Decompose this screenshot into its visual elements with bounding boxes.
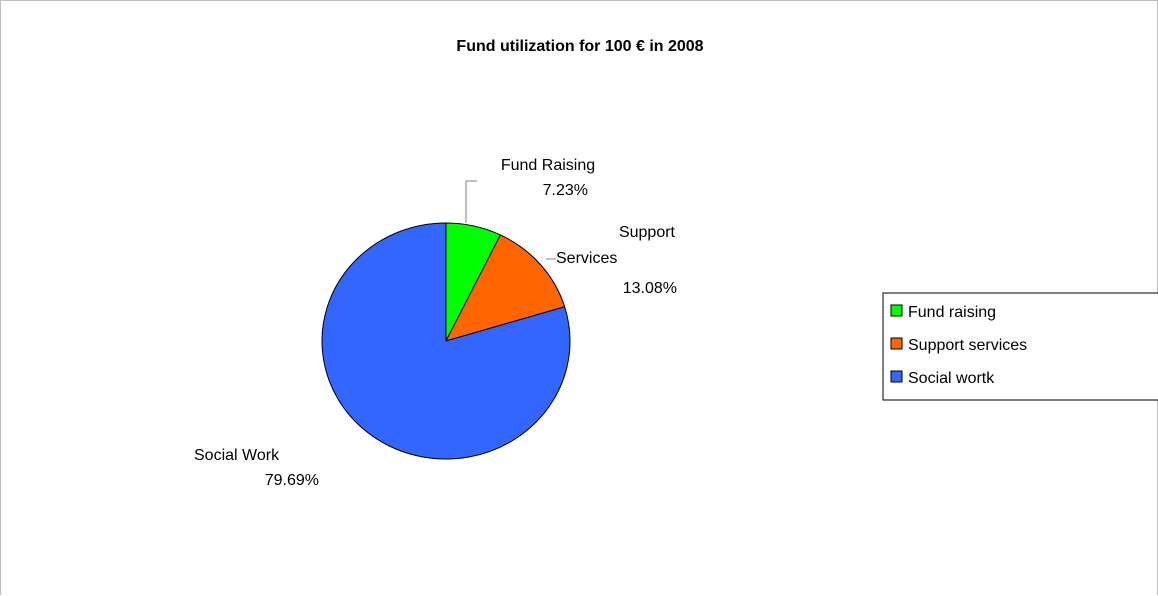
legend: Fund raising Support services Social wor… [882,292,1158,401]
slice-label-social-work-value: 79.69% [265,472,319,489]
legend-label-support-services: Support services [908,337,1027,354]
legend-label-social-work: Social wortk [908,370,995,387]
slice-label-social-work-name: Social Work [194,447,280,464]
legend-label-fund-raising: Fund raising [908,304,996,321]
pie-slice-support-services [445,234,566,342]
slice-label-services-name: Services [556,250,617,267]
legend-swatch-fund-raising [890,304,903,317]
slice-label-support-name: Support [619,224,676,241]
legend-swatch-social-work [890,370,903,383]
slice-label-fund-raising-value: 7.23% [543,182,588,199]
slice-label-fund-raising-name: Fund Raising [501,157,595,174]
slice-label-support-value: 13.08% [623,280,677,297]
legend-box [882,292,1158,401]
pie-slice-social-work [321,222,571,460]
pie-slices [321,222,571,460]
chart-title: Fund utilization for 100 € in 2008 [456,38,703,55]
legend-swatch-support-services [890,337,903,350]
leader-line-fund-raising [465,180,477,223]
